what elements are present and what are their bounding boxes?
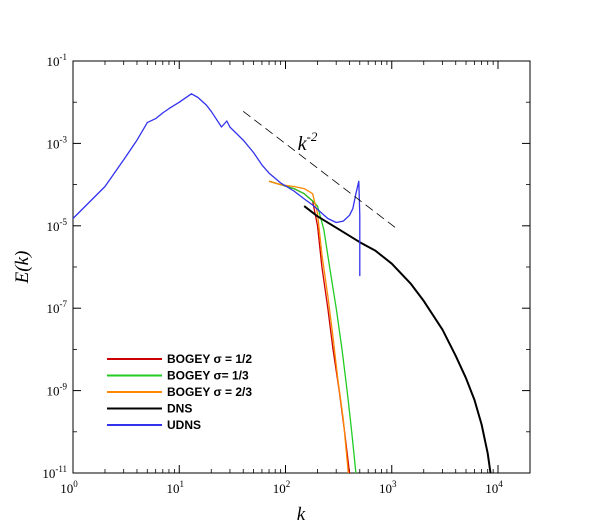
- y-tick-label: 10-3: [47, 134, 68, 151]
- y-axis-label: E(k): [12, 251, 33, 285]
- x-tick-label: 103: [379, 479, 397, 496]
- y-tick-label: 10-9: [47, 382, 68, 399]
- legend: BOGEY σ = 1/2 BOGEY σ= 1/3 BOGEY σ = 2/3 DN…: [107, 352, 252, 432]
- series-line-1: [268, 180, 357, 474]
- series-line-2: [268, 180, 349, 474]
- legend-label-0: BOGEY σ = 1/2: [167, 352, 252, 366]
- reference-slope-label: k-2: [298, 129, 318, 155]
- reference-slope-base: k: [298, 133, 308, 155]
- y-tick-label: 10-7: [47, 299, 68, 316]
- x-tick-label: 104: [485, 479, 503, 496]
- major-ticks: [72, 60, 530, 474]
- legend-label-2: BOGEY σ = 2/3: [167, 385, 252, 399]
- series-layer: [72, 93, 492, 474]
- x-tick-label: 102: [273, 479, 291, 496]
- x-tick-label: 100: [60, 479, 78, 496]
- series-line-3: [303, 205, 492, 474]
- plot-frame: [72, 60, 531, 474]
- series-line-4: [72, 93, 361, 277]
- y-tick-label: 10-11: [42, 464, 67, 481]
- minor-ticks: [73, 61, 531, 473]
- x-axis-label: k: [297, 504, 306, 525]
- x-tick-label: 101: [167, 479, 185, 496]
- y-tick-label: 10-5: [47, 217, 68, 234]
- legend-label-4: UDNS: [167, 418, 201, 432]
- reference-slope-line: [242, 111, 397, 229]
- legend-label-1: BOGEY σ= 1/3: [167, 369, 249, 383]
- legend-label-3: DNS: [167, 402, 192, 416]
- tick-labels: 100 101 102 103 104 10-11 10-9 10-7 10-5 10-3 10-1: [42, 52, 503, 496]
- series-line-0: [268, 180, 351, 474]
- annotation-layer: k-2: [242, 111, 397, 229]
- y-tick-label: 10-1: [47, 52, 68, 69]
- reference-slope-exponent: -2: [307, 129, 318, 144]
